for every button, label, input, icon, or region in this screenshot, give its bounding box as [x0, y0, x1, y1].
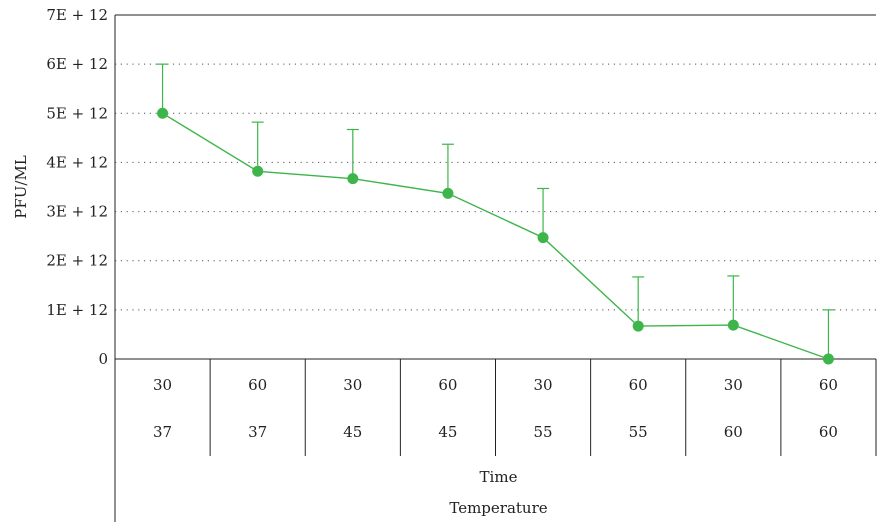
series-line-0 [162, 112, 829, 360]
y-axis-title: PFU/ML [12, 155, 30, 219]
data-series [156, 63, 835, 365]
x-axis-title-temperature: Temperature [449, 499, 547, 517]
data-point-7 [822, 353, 834, 365]
y-tick-label-0: 0 [98, 350, 108, 368]
y-tick-label-7: 7E + 12 [46, 6, 108, 24]
x-axis-title-time: Time [480, 468, 518, 486]
time-label-6: 30 [724, 376, 743, 394]
y-tick-label-3: 3E + 12 [46, 203, 108, 221]
time-label-4: 30 [534, 376, 553, 394]
y-tick-label-1: 1E + 12 [46, 301, 108, 319]
temperature-label-7: 60 [819, 423, 838, 441]
time-label-5: 60 [629, 376, 648, 394]
y-tick-label-5: 5E + 12 [46, 104, 108, 122]
temperature-label-3: 45 [438, 423, 457, 441]
y-tick-label-2: 2E + 12 [46, 252, 108, 270]
temperature-label-4: 55 [534, 423, 553, 441]
category-table: 30 37 60 37 30 45 60 45 30 55 60 55 30 60 60 60 [153, 359, 877, 456]
time-label-1: 60 [248, 376, 267, 394]
temperature-label-6: 60 [724, 423, 743, 441]
y-tick-label-6: 6E + 12 [46, 55, 108, 73]
y-tick-label-4: 4E + 12 [46, 153, 108, 171]
data-point-5 [632, 320, 644, 332]
temperature-label-5: 55 [629, 423, 648, 441]
time-label-0: 30 [153, 376, 172, 394]
data-point-4 [537, 232, 549, 244]
data-point-2 [347, 173, 359, 185]
data-point-0 [157, 107, 169, 119]
data-point-3 [442, 187, 454, 199]
y-tick-labels: 0 1E + 12 2E + 12 3E + 12 4E + 12 5E + 12 6E +… [46, 6, 108, 368]
time-label-7: 60 [819, 376, 838, 394]
gridlines [115, 14, 876, 311]
temperature-label-0: 37 [153, 423, 172, 441]
time-label-2: 30 [343, 376, 362, 394]
temperature-label-2: 45 [343, 423, 362, 441]
time-label-3: 60 [438, 376, 457, 394]
temperature-label-1: 37 [248, 423, 267, 441]
data-point-6 [727, 319, 739, 331]
data-point-1 [252, 165, 264, 177]
